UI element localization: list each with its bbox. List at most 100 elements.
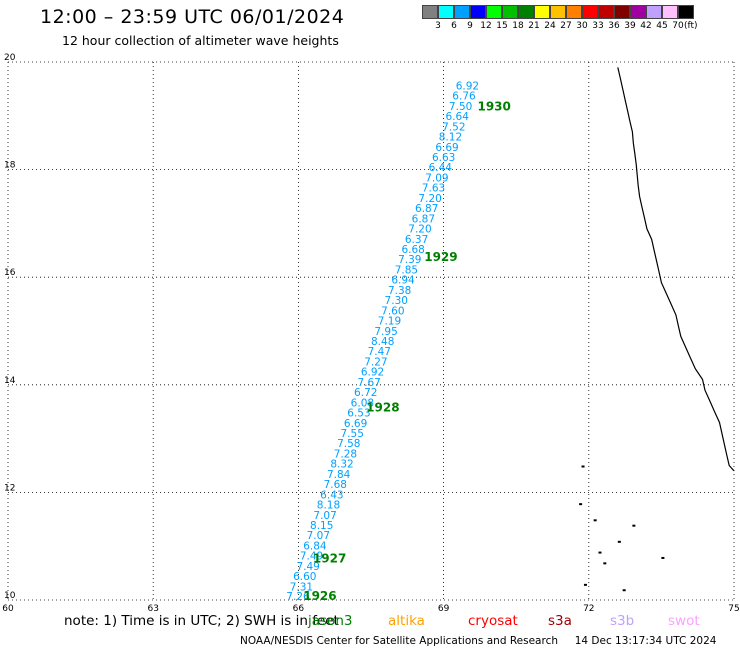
colorbar-label: 27 <box>560 21 572 31</box>
colorbar-swatch <box>518 5 534 19</box>
island <box>622 589 626 592</box>
colorbar-label: 42 <box>640 21 652 31</box>
track-point-label: 7.26 <box>286 591 310 603</box>
colorbar-swatch <box>646 5 662 19</box>
colorbar-swatch <box>502 5 518 19</box>
x-tick-label: 63 <box>147 604 158 614</box>
island <box>603 562 607 565</box>
colorbar-label: 45 <box>656 21 668 31</box>
track-point-label: 6.63 <box>432 152 455 164</box>
track-point-label: 6.69 <box>435 142 458 154</box>
track-point-label: 7.47 <box>368 346 391 358</box>
track-point-label: 8.15 <box>310 520 333 532</box>
colorbar-label: 36 <box>608 21 620 31</box>
track-point-label: 6.92 <box>361 367 384 379</box>
satellite-s3b: s3b <box>610 613 635 629</box>
track-point-label: 7.19 <box>378 316 401 328</box>
colorbar-swatch <box>422 5 438 19</box>
y-tick-label: 14 <box>4 376 16 386</box>
track-point-label: 7.60 <box>381 305 404 317</box>
satellite-altika: altika <box>388 613 425 629</box>
y-tick-label: 20 <box>4 53 16 63</box>
colorbar-label: 3 <box>435 21 441 31</box>
colorbar-label: 39 <box>624 21 636 31</box>
track-point-label: 6.69 <box>344 418 367 430</box>
colorbar-swatch <box>582 5 598 19</box>
colorbar-swatch <box>454 5 470 19</box>
x-tick-label: 69 <box>438 604 450 614</box>
colorbar-swatch <box>598 5 614 19</box>
track-point-label: 8.18 <box>317 500 340 512</box>
track-point-label: 7.28 <box>334 448 357 460</box>
track-point-label: 6.08 <box>351 397 374 409</box>
credit-timestamp: 14 Dec 13:17:34 UTC 2024 <box>574 635 717 647</box>
track-point-label: 6.76 <box>452 91 476 103</box>
y-tick-label: 16 <box>4 268 16 278</box>
track-point-label: 7.85 <box>395 264 418 276</box>
island <box>581 465 585 468</box>
colorbar-label: 18 <box>512 21 524 31</box>
y-tick-label: 12 <box>4 483 15 493</box>
track-point-label: 7.39 <box>398 254 421 266</box>
island <box>583 583 587 586</box>
colorbar-swatch <box>534 5 550 19</box>
track-point-label: 7.07 <box>307 530 330 542</box>
colorbar-swatch <box>550 5 566 19</box>
time-label: 1927 <box>313 551 346 565</box>
track-point-label: 7.38 <box>388 285 411 297</box>
colorbar-label: 15 <box>496 21 508 31</box>
x-tick-label: 72 <box>583 604 594 614</box>
colorbar-swatch <box>662 5 678 19</box>
island <box>579 503 583 506</box>
colorbar-labels: 3 6 9 12 15 18 21 24 27 30 33 36 39 42 45 70 (ft) <box>422 21 740 33</box>
colorbar-label: 33 <box>592 21 604 31</box>
time-label: 1929 <box>424 250 457 264</box>
island <box>598 551 602 554</box>
track-point-label: 7.95 <box>374 326 397 338</box>
page-title: 12:00 – 23:59 UTC 06/01/2024 <box>40 6 345 28</box>
colorbar-swatch <box>470 5 486 19</box>
track-point-label: 7.30 <box>385 295 408 307</box>
x-tick-label: 66 <box>293 604 305 614</box>
colorbar-label: 6 <box>451 21 457 31</box>
credit-text: NOAA/NESDIS Center for Satellite Applica… <box>240 635 558 647</box>
satellite-swot: swot <box>668 613 700 629</box>
island <box>632 524 636 527</box>
track-point-label: 7.68 <box>324 479 347 491</box>
colorbar-label: 9 <box>467 21 473 31</box>
satellite-cryosat: cryosat <box>468 613 518 629</box>
track-point-label: 7.49 <box>300 551 323 563</box>
track-point-label: 6.44 <box>429 162 453 174</box>
track-point-label: 6.53 <box>347 408 370 420</box>
track-point-label: 8.48 <box>371 336 394 348</box>
colorbar-swatch <box>486 5 502 19</box>
track-point-label: 7.84 <box>327 469 351 481</box>
colorbar-label: 24 <box>544 21 556 31</box>
colorbar <box>422 5 694 19</box>
island <box>593 519 597 522</box>
track-point-label: 7.67 <box>357 377 380 389</box>
track-point-label: 6.94 <box>391 275 415 287</box>
track-point-label: 8.12 <box>439 132 462 144</box>
time-label: 1928 <box>366 401 399 415</box>
track-point-label: 7.50 <box>449 101 472 113</box>
track-point-label: 7.58 <box>337 438 360 450</box>
island <box>661 556 665 559</box>
track-point-label: 7.09 <box>425 172 448 184</box>
track-point-label: 7.20 <box>418 193 441 205</box>
colorbar-swatch <box>566 5 582 19</box>
satellite-s3a: s3a <box>548 613 572 629</box>
track-point-label: 7.27 <box>364 356 387 368</box>
track-point-label: 7.49 <box>296 561 319 573</box>
y-tick-label: 18 <box>4 161 16 171</box>
track-point-label: 8.32 <box>330 459 353 471</box>
track-point-label: 6.72 <box>354 387 377 399</box>
time-label: 1926 <box>303 589 336 603</box>
y-tick-label: 10 <box>4 591 16 601</box>
island <box>617 540 621 543</box>
track-point-label: 7.07 <box>313 510 336 522</box>
satellite-jason3: jason3 <box>308 613 353 629</box>
track-point-label: 7.52 <box>442 121 465 133</box>
colorbar-swatch <box>438 5 454 19</box>
